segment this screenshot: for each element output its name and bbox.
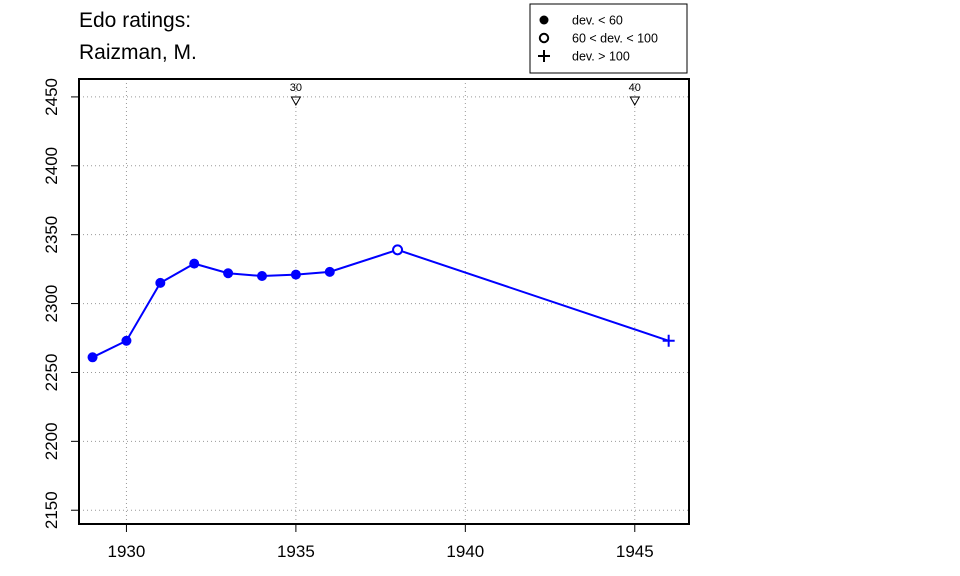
data-point bbox=[290, 269, 301, 280]
age-marker-label: 40 bbox=[629, 82, 641, 94]
legend-box bbox=[529, 3, 688, 74]
data-point bbox=[155, 277, 166, 288]
age-marker-label: 30 bbox=[290, 82, 302, 94]
y-tick-label: 2300 bbox=[42, 285, 61, 323]
age-marker-triangle bbox=[629, 96, 641, 107]
data-point bbox=[121, 335, 132, 346]
data-point bbox=[87, 352, 98, 363]
data-point bbox=[223, 268, 234, 279]
rating-series bbox=[87, 244, 675, 363]
y-tick-label: 2150 bbox=[42, 491, 61, 529]
y-tick-label: 2350 bbox=[42, 216, 61, 254]
plot-frame bbox=[78, 78, 690, 525]
chart-title-line-2: Raizman, M. bbox=[79, 41, 197, 64]
legend: dev. < 60 60 < dev. < 100 dev. > 100 bbox=[529, 3, 688, 74]
y-tick-label: 2400 bbox=[42, 147, 61, 185]
age-marker-triangle bbox=[290, 96, 302, 107]
data-point bbox=[662, 334, 675, 347]
data-point bbox=[257, 271, 267, 282]
legend-label: dev. < 60 bbox=[572, 14, 623, 28]
legend-symbol-filled-circle bbox=[539, 15, 549, 25]
legend-label: dev. > 100 bbox=[572, 50, 630, 64]
y-tick-label: 2200 bbox=[42, 422, 61, 460]
x-tick-label: 1930 bbox=[108, 542, 146, 561]
legend-symbol-plus bbox=[538, 50, 550, 62]
legend-label: 60 < dev. < 100 bbox=[572, 32, 658, 46]
chart-title-line-1: Edo ratings: bbox=[79, 9, 192, 32]
x-tick-label: 1945 bbox=[616, 542, 654, 561]
legend-symbol-open-circle bbox=[538, 32, 550, 44]
series-line bbox=[92, 248, 669, 359]
y-tick-label: 2250 bbox=[42, 354, 61, 392]
data-point bbox=[324, 266, 335, 277]
y-tick-label: 2450 bbox=[42, 78, 61, 116]
grid bbox=[79, 79, 689, 524]
axes: 1930 1935 1940 1945 2150 2200 2250 2300 2350 2400… bbox=[42, 78, 690, 561]
x-tick-label: 1940 bbox=[446, 542, 484, 561]
age-markers: 30 40 bbox=[290, 82, 641, 107]
x-tick-label: 1935 bbox=[277, 542, 315, 561]
data-point bbox=[392, 244, 404, 256]
data-point bbox=[189, 258, 200, 269]
